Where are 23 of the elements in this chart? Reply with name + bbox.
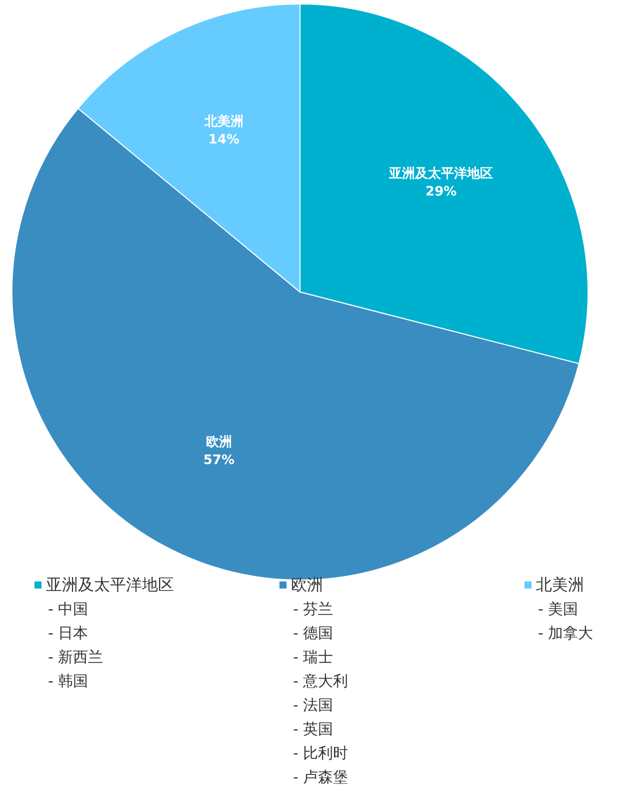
data-label: 29% bbox=[426, 184, 457, 200]
legend-label: 欧洲 bbox=[291, 575, 323, 594]
text: - 比利时 bbox=[293, 744, 348, 762]
legend-label: 北美洲 bbox=[536, 575, 584, 594]
slice-label: 欧洲 bbox=[206, 435, 232, 450]
legend-label: 亚洲及太平洋地区 bbox=[46, 575, 174, 594]
slice-label: 北美洲 bbox=[203, 113, 244, 130]
text: - 日本 bbox=[48, 624, 88, 642]
text: - 德国 bbox=[293, 624, 334, 642]
text: - 瑞士 bbox=[293, 648, 334, 666]
text: - 美国 bbox=[538, 600, 578, 618]
text: - 英国 bbox=[293, 720, 334, 738]
text: - 新西兰 bbox=[48, 648, 104, 666]
text: - 韩国 bbox=[48, 672, 88, 690]
text: - 加拿大 bbox=[538, 624, 594, 642]
slice-label: 亚洲及太平洋地区 bbox=[388, 166, 494, 182]
text: - 芬兰 bbox=[293, 600, 334, 618]
text: - 中国 bbox=[48, 600, 88, 618]
text: - 意大利 bbox=[293, 672, 348, 690]
text: - 卢森堡 bbox=[293, 768, 348, 786]
data-label: 14% bbox=[208, 132, 240, 148]
text: - 法国 bbox=[293, 696, 334, 714]
data-label: 57% bbox=[203, 453, 234, 468]
